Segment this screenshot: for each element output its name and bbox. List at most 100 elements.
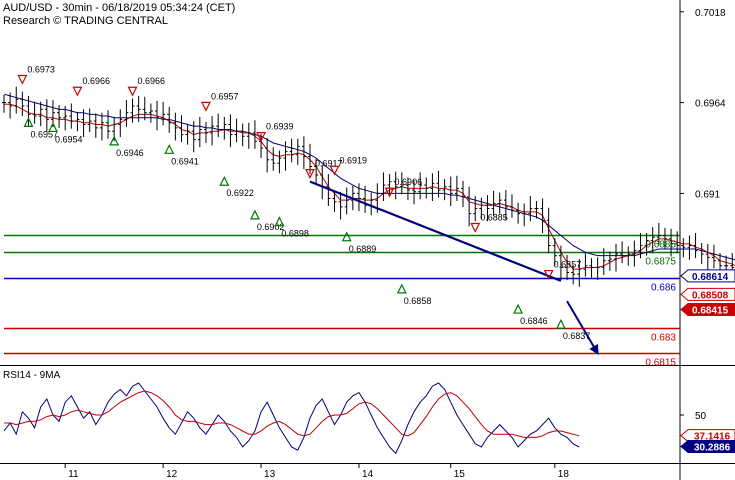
peak-high-marker — [384, 187, 395, 198]
peak-low-label: 0.6954 — [55, 134, 83, 144]
level-label: 0.6875 — [645, 257, 676, 268]
time-axis-label: 11 — [68, 469, 79, 480]
level-label: 0.6885 — [645, 240, 676, 251]
rsi-badge-label: 37.1416 — [694, 432, 731, 443]
price-bar — [516, 202, 521, 224]
rsi-ma-line — [4, 390, 580, 438]
price-bar — [571, 264, 576, 285]
price-bar — [565, 254, 570, 281]
price-bar — [57, 105, 62, 128]
peak-high-marker — [305, 169, 315, 180]
peak-high-label: 0.6885 — [480, 212, 508, 222]
rsi-line — [3, 382, 580, 455]
price-bar — [277, 150, 282, 174]
price-bar — [577, 259, 582, 287]
peak-low-marker — [109, 135, 120, 146]
price-bar — [130, 98, 135, 123]
time-axis-label: 12 — [166, 469, 178, 480]
price-bar — [687, 235, 692, 260]
time-axis-label: 15 — [454, 469, 466, 480]
price-bar — [14, 86, 19, 114]
price-bar — [485, 195, 490, 222]
peak-high-marker — [72, 86, 83, 97]
price-bar — [93, 113, 98, 138]
price-bar — [503, 190, 508, 220]
price-bar — [75, 111, 80, 132]
peak-low-marker — [274, 216, 285, 227]
price-bar — [356, 183, 361, 212]
peak-high-marker — [200, 101, 211, 112]
price-bar — [240, 123, 245, 147]
price-bar — [497, 192, 502, 214]
price-bar — [20, 91, 25, 117]
price-bar — [191, 121, 196, 153]
price-bar — [509, 194, 514, 218]
price-bar — [155, 100, 159, 131]
price-bar — [461, 180, 465, 207]
price-bar — [136, 95, 141, 122]
rsi-badge: 37.1416 — [680, 429, 735, 443]
price-bar — [522, 203, 527, 227]
price-bar — [638, 232, 643, 259]
peak-low-label: 0.6898 — [281, 229, 309, 239]
peak-high-label: 0.6966 — [82, 76, 110, 86]
price-bar — [546, 207, 551, 254]
peak-high-label: 0.6973 — [27, 64, 55, 74]
price-bar — [99, 112, 104, 141]
price-bar — [491, 190, 496, 217]
price-bar — [283, 141, 288, 171]
peak-high-marker — [256, 132, 267, 142]
rsi-title: RSI14 - 9MA — [3, 370, 61, 381]
price-bar — [32, 101, 37, 124]
peak-high-label: 0.6906 — [395, 177, 423, 187]
price-bar — [650, 227, 655, 254]
price-bar — [607, 251, 612, 271]
price-badge: 0.68508 — [680, 287, 735, 301]
price-axis-label: 0.7018 — [695, 8, 726, 19]
chart-attribution: Research © TRADING CENTRAL — [3, 15, 168, 27]
price-bar — [197, 116, 202, 148]
price-bar — [179, 115, 184, 143]
peak-low-marker — [47, 122, 58, 133]
ma-slow-line — [3, 93, 735, 261]
peak-high-label: 0.6917 — [315, 159, 343, 169]
price-bar — [558, 245, 563, 281]
price-bar — [2, 95, 6, 113]
price-bar — [63, 105, 68, 131]
price-bar — [656, 222, 661, 245]
price-bar — [473, 195, 478, 222]
price-bar — [246, 122, 251, 149]
peak-high-label: 0.6857 — [554, 260, 582, 270]
price-bar — [454, 175, 459, 202]
price-bar — [479, 197, 484, 219]
price-bar — [142, 96, 147, 121]
price-bar — [124, 100, 129, 127]
price-bar — [699, 243, 704, 265]
price-bar — [399, 172, 404, 195]
rsi-badge: 30.2886 — [680, 440, 735, 454]
price-bar — [289, 138, 294, 163]
price-bar — [436, 170, 441, 198]
price-bar — [338, 191, 343, 220]
peak-high-label: 0.6919 — [339, 155, 367, 165]
price-bar — [185, 123, 190, 145]
peak-low-marker — [249, 209, 260, 220]
price-bar — [442, 179, 447, 201]
price-bar — [620, 241, 625, 264]
peak-high-marker — [127, 86, 138, 97]
peak-high-marker — [17, 74, 28, 85]
price-bar — [528, 195, 533, 222]
price-bar — [148, 103, 153, 123]
chart-title: AUD/USD - 30min - 06/18/2019 05:34:24 (C… — [3, 2, 236, 14]
price-bar — [332, 190, 337, 212]
peak-low-marker — [219, 175, 230, 186]
peak-high-label: 0.6957 — [211, 91, 239, 101]
price-bar — [418, 172, 423, 200]
peak-low-label: 0.6902 — [257, 222, 285, 232]
price-bar — [301, 136, 306, 170]
peak-high-label: 0.6939 — [266, 122, 294, 132]
price-bar — [167, 106, 172, 133]
price-bar — [222, 116, 227, 140]
peak-low-label: 0.6889 — [349, 244, 377, 254]
